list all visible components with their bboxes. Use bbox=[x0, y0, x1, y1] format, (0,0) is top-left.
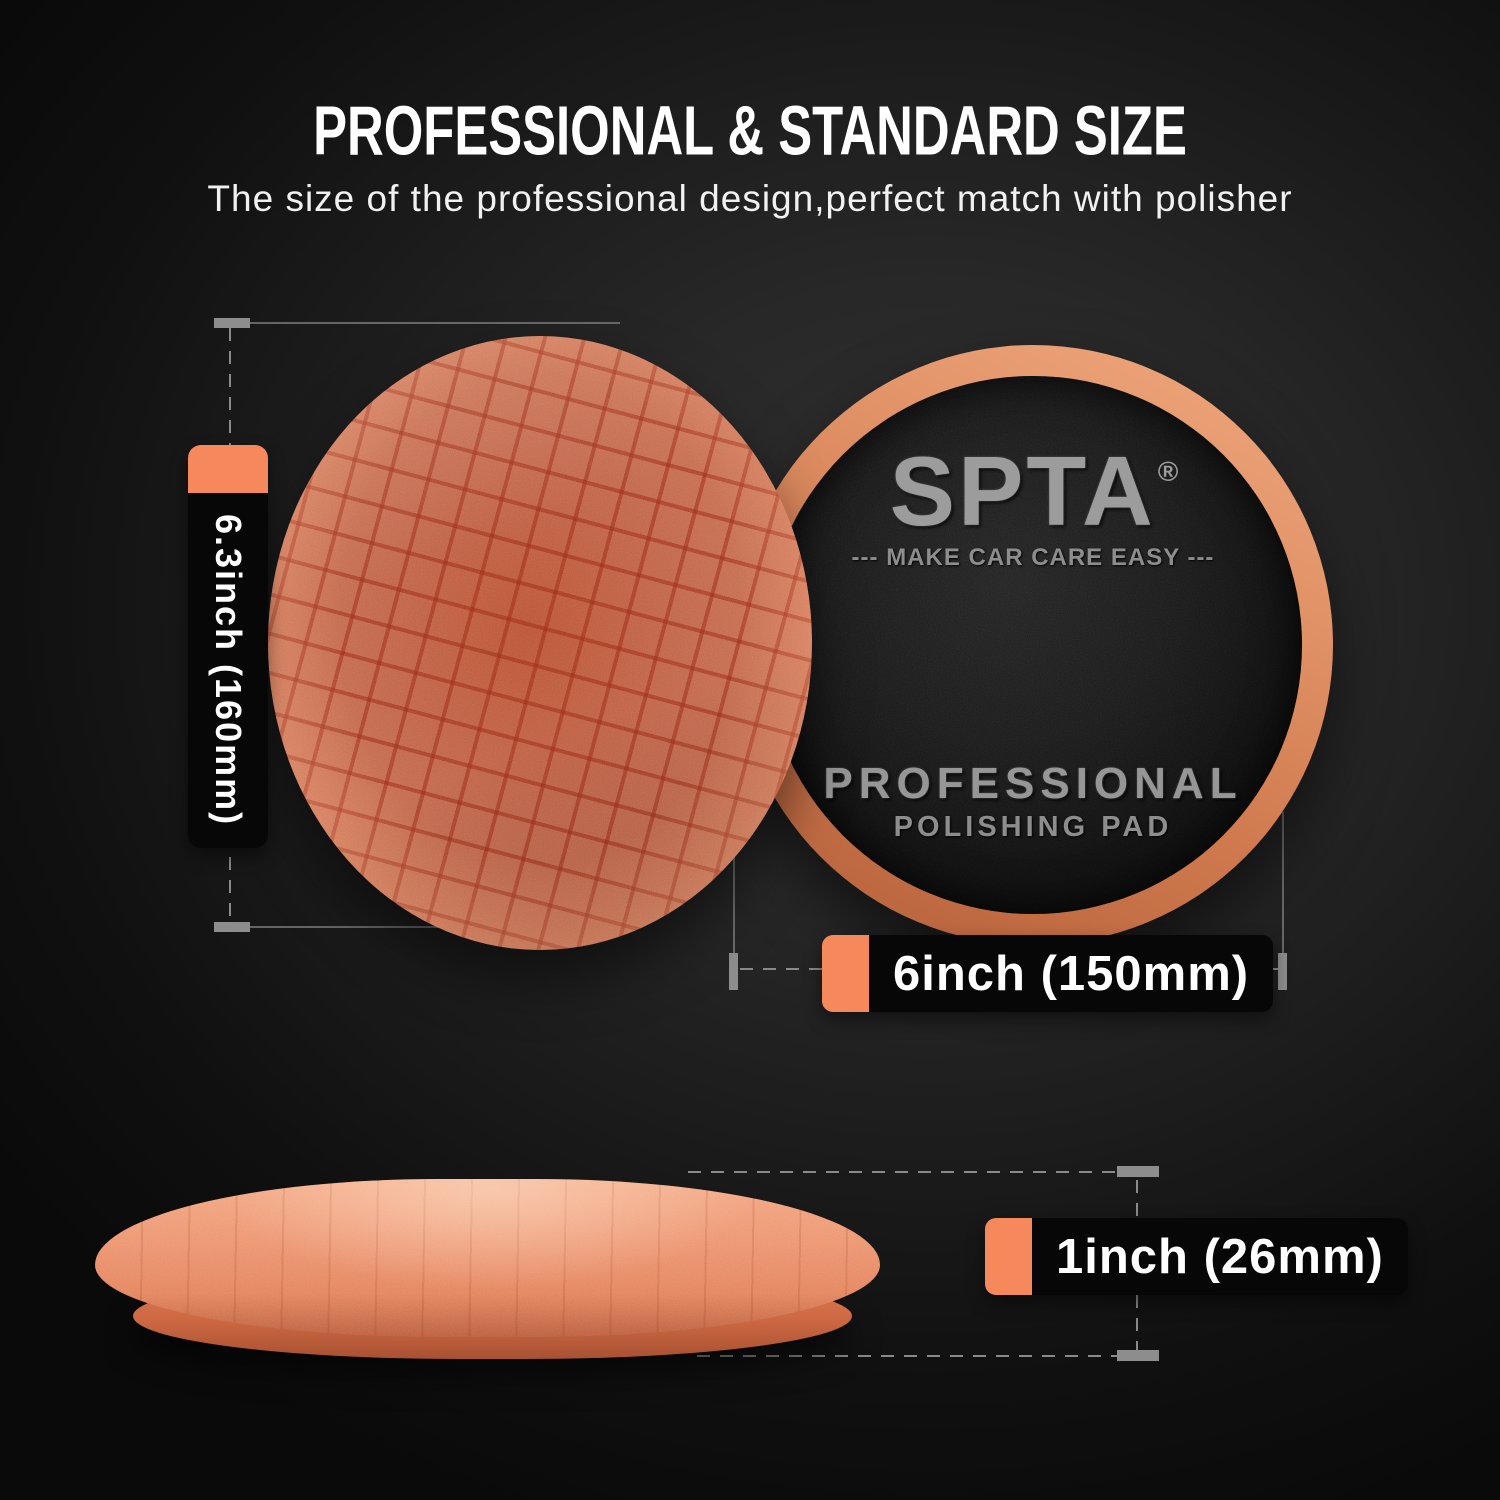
pad-print-polishing-pad: POLISHING PAD bbox=[893, 811, 1173, 843]
thickness-top-tick bbox=[1117, 1166, 1159, 1177]
thickness-dimension-label: 1inch (26mm) bbox=[985, 1218, 1408, 1295]
pad-print-block: PROFESSIONAL POLISHING PAD bbox=[764, 759, 1302, 844]
brand-block: SPTA® --- MAKE CAR CARE EASY --- bbox=[764, 442, 1302, 572]
polishing-pad-front-view bbox=[268, 336, 812, 950]
polishing-pad-back-view: SPTA® --- MAKE CAR CARE EASY --- PROFESS… bbox=[733, 345, 1333, 945]
height-dimension-value: 6.3inch (160mm) bbox=[208, 514, 249, 827]
registered-trademark-icon: ® bbox=[1157, 455, 1179, 487]
side-pad-foam-body bbox=[95, 1179, 880, 1337]
thickness-top-dashed-line bbox=[688, 1171, 1118, 1173]
thickness-dimension-value: 1inch (26mm) bbox=[1032, 1218, 1408, 1295]
diameter-dimension-label: 6inch (150mm) bbox=[822, 935, 1274, 1012]
height-dimension-label: 6.3inch (160mm) bbox=[188, 445, 268, 848]
brand-tagline: --- MAKE CAR CARE EASY --- bbox=[851, 544, 1215, 571]
height-top-tick bbox=[214, 318, 250, 328]
height-top-extension-line bbox=[250, 322, 620, 324]
thickness-bottom-dashed-line bbox=[697, 1355, 1118, 1357]
page-title: PROFESSIONAL & STANDARD SIZE bbox=[313, 92, 1187, 171]
page-subtitle: The size of the professional design,perf… bbox=[207, 178, 1293, 219]
label-accent bbox=[188, 445, 268, 493]
pad-print-professional: PROFESSIONAL bbox=[823, 759, 1243, 808]
diameter-dimension-value: 6inch (150mm) bbox=[869, 935, 1274, 1012]
height-bottom-tick bbox=[214, 922, 250, 932]
label-accent bbox=[822, 935, 869, 1012]
diameter-right-tick bbox=[1278, 953, 1287, 990]
diameter-left-tick bbox=[729, 953, 738, 990]
pad-hook-loop-face: SPTA® --- MAKE CAR CARE EASY --- PROFESS… bbox=[764, 376, 1302, 914]
foam-texture-overlay bbox=[268, 336, 812, 950]
label-accent bbox=[985, 1218, 1032, 1295]
thickness-bottom-tick bbox=[1117, 1350, 1159, 1361]
polishing-pad-side-view bbox=[95, 1175, 880, 1370]
brand-logo: SPTA bbox=[889, 436, 1156, 546]
foam-texture-overlay bbox=[95, 1179, 880, 1337]
